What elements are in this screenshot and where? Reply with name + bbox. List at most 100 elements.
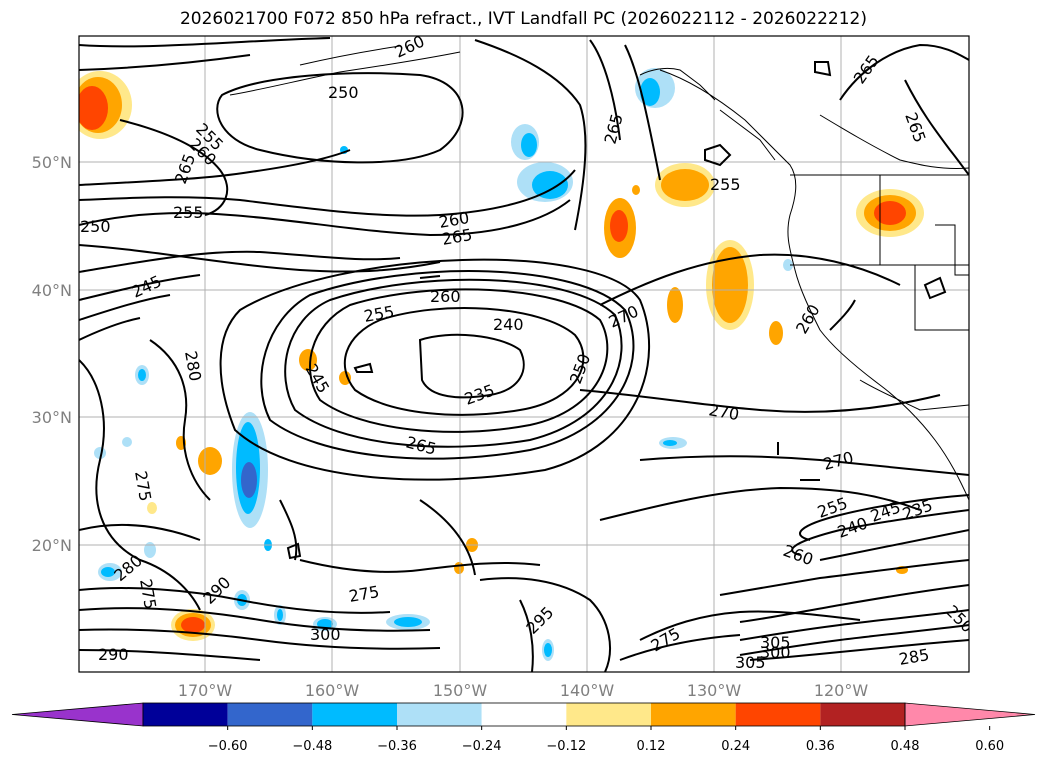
colorbar-tick-label: −0.24	[462, 739, 502, 754]
contour-label: 260	[430, 287, 461, 306]
lat-label: 40°N	[32, 281, 72, 300]
contour-label: 250	[328, 83, 359, 102]
shade-patch	[874, 201, 906, 225]
contour-label: 275	[131, 469, 155, 502]
contour-label: 275	[648, 624, 684, 656]
colorbar-left-arrow	[11, 702, 144, 727]
contour-label: 250	[80, 217, 111, 236]
map-frame	[78, 35, 970, 673]
shade-patch	[610, 210, 628, 242]
contour-label: 280	[181, 349, 205, 382]
contour-label: 270	[606, 301, 642, 331]
contour-label: 250	[942, 601, 977, 636]
contour-label: 265	[440, 225, 473, 249]
colorbar-tick-label: 0.60	[975, 739, 1004, 754]
shade-patch	[394, 617, 422, 627]
shade-patch	[299, 349, 317, 371]
shading-layer	[79, 68, 924, 661]
colorbar-segment	[735, 703, 821, 726]
contour-label: 265	[404, 433, 438, 459]
shade-patch	[198, 447, 222, 475]
contour-label: 290	[98, 645, 129, 664]
contour-label: 255	[710, 175, 741, 194]
contour-label: 245	[868, 497, 903, 525]
shade-patch	[101, 567, 115, 577]
colorbar-segment	[566, 703, 651, 726]
longitude-labels: 170°W 160°W 150°W 140°W 130°W 120°W	[178, 681, 869, 700]
lon-label: 120°W	[814, 681, 869, 700]
contour-label: 300	[310, 625, 341, 644]
colorbar-segment	[397, 703, 482, 726]
colorbar-tick-label: 0.36	[806, 739, 835, 754]
contour-label: 260	[792, 301, 824, 337]
contour-label: 300	[760, 643, 791, 662]
graticule	[79, 36, 969, 672]
lat-label: 30°N	[32, 408, 72, 427]
map-plot-area: 260 250 255 260 265 265 255 250 245 260 …	[79, 36, 977, 672]
shade-patch	[79, 86, 108, 130]
colorbar-tick-label: 0.48	[891, 739, 920, 754]
coastlines	[229, 45, 969, 501]
shade-patch	[640, 78, 660, 106]
contour-label: 255	[815, 493, 850, 521]
contour-label: 255	[362, 302, 395, 326]
shade-patch	[532, 171, 568, 199]
colorbar-tick-label: −0.36	[377, 739, 417, 754]
contour-label: 275	[347, 582, 380, 606]
lat-label: 50°N	[32, 153, 72, 172]
colorbar-tick-label: −0.48	[292, 739, 332, 754]
shade-patch	[147, 502, 157, 514]
contour-label: 240	[493, 315, 524, 334]
shade-patch	[712, 247, 748, 323]
colorbar-segment	[312, 703, 397, 726]
shade-patch	[122, 437, 132, 447]
shade-patch	[521, 133, 537, 157]
colorbar: −0.60 −0.48 −0.36 −0.24 −0.12 0.12 0.24 0.36 0.4…	[11, 702, 1036, 754]
contour-label: 240	[835, 513, 870, 541]
contour-label: 235	[900, 495, 935, 523]
contour-label: 305	[735, 653, 766, 672]
shade-patch	[783, 259, 793, 271]
colorbar-segment	[227, 703, 313, 726]
contour-label: 270	[707, 400, 740, 424]
lon-label: 170°W	[178, 681, 233, 700]
lon-label: 150°W	[433, 681, 488, 700]
colorbar-segment	[481, 703, 567, 726]
colorbar-right-arrow	[904, 702, 1036, 727]
colorbar-segment	[651, 703, 736, 726]
lat-label: 20°N	[32, 536, 72, 555]
colorbar-tick-label: 0.24	[721, 739, 750, 754]
shade-patch	[667, 287, 683, 323]
shade-patch	[661, 169, 709, 201]
shade-patch	[138, 369, 146, 381]
shade-patch	[769, 321, 783, 345]
contour-label: 250	[566, 351, 594, 386]
contour-label: 295	[522, 603, 557, 638]
lon-label: 140°W	[560, 681, 615, 700]
contour-label: 255	[173, 203, 204, 222]
shade-patch	[317, 619, 333, 629]
shade-patch	[454, 562, 464, 574]
map-title: 2026021700 F072 850 hPa refract., IVT La…	[179, 9, 867, 29]
colorbar-segment	[143, 703, 228, 726]
contour-label: 265	[171, 151, 199, 186]
contour-label: 275	[136, 577, 160, 610]
lon-label: 130°W	[687, 681, 742, 700]
colorbar-segment	[820, 703, 905, 726]
contour-label: 285	[897, 645, 930, 669]
colorbar-tick-label: −0.60	[208, 739, 248, 754]
contour-label: 305	[760, 633, 791, 652]
shade-patch	[144, 542, 156, 558]
shade-patch	[663, 440, 677, 446]
lon-label: 160°W	[305, 681, 360, 700]
shade-patch	[241, 462, 257, 498]
colorbar-tick-label: −0.12	[546, 739, 586, 754]
shade-patch	[339, 371, 351, 385]
shade-patch	[544, 643, 552, 657]
contour-label: 235	[462, 380, 497, 408]
shade-patch	[181, 617, 205, 633]
latitude-labels: 50°N 40°N 30°N 20°N	[32, 153, 72, 555]
shade-patch	[632, 185, 640, 195]
shade-patch	[277, 609, 283, 621]
